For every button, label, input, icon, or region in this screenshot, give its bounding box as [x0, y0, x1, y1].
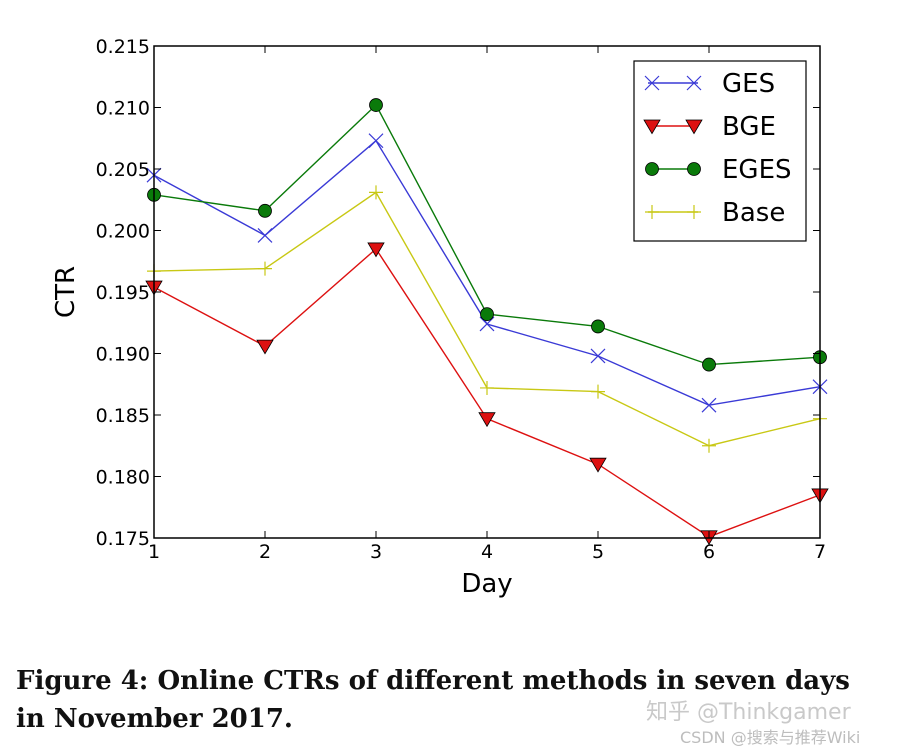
- y-tick-label: 0.180: [96, 467, 150, 489]
- legend-marker-eges-end: [687, 162, 701, 176]
- series-layer: [145, 98, 829, 546]
- data-point-base-day-4: [480, 380, 494, 395]
- y-axis-label: CTR: [51, 266, 81, 318]
- data-point-ges-day-4: [479, 316, 495, 332]
- y-tick-label: 0.215: [96, 36, 150, 58]
- line-chart: 1 2 3 4 5 6 7 0.175 0.180 0.185 0.190 0.195 0.200 0.2…: [51, 36, 829, 599]
- legend-marker-eges: [645, 162, 659, 176]
- y-tick-label: 0.195: [96, 282, 150, 304]
- x-tick-label: 6: [703, 541, 715, 563]
- data-point-eges-day-4: [480, 307, 494, 322]
- legend-item-ges: GES: [644, 69, 775, 99]
- legend: GES BGE EGES Base: [633, 60, 807, 242]
- y-tick-label: 0.175: [96, 528, 150, 550]
- x-tick-label: 1: [148, 541, 160, 563]
- y-tick-label: 0.190: [96, 344, 150, 366]
- x-tick-label: 2: [259, 541, 271, 563]
- legend-marker-base-end: [687, 205, 701, 219]
- data-point-ges-day-5: [590, 348, 606, 364]
- data-point-eges-day-2: [258, 203, 272, 218]
- legend-label-ges: GES: [722, 69, 775, 99]
- y-tick-label: 0.205: [96, 159, 150, 181]
- legend-label-base: Base: [722, 198, 785, 228]
- legend-item-base: Base: [645, 198, 785, 228]
- legend-box: [633, 60, 807, 242]
- x-tick-label: 4: [481, 541, 493, 563]
- data-point-eges-day-3: [369, 98, 383, 112]
- ticks-layer: 1 2 3 4 5 6 7 0.175 0.180 0.185 0.190 0.195 0.200 0.2…: [96, 36, 826, 563]
- legend-item-bge: BGE: [643, 112, 776, 142]
- legend-marker-bge-end: [685, 119, 703, 135]
- y-tick-label: 0.210: [96, 98, 150, 120]
- data-point-eges-day-5: [591, 319, 605, 334]
- y-tick-label: 0.200: [96, 221, 150, 243]
- data-point-ges-day-6: [701, 397, 717, 413]
- legend-item-eges: EGES: [645, 155, 792, 185]
- data-point-base-day-2: [258, 261, 272, 276]
- data-point-bge-day-2: [256, 339, 274, 355]
- x-tick-label: 3: [370, 541, 382, 563]
- y-tick-label: 0.185: [96, 405, 150, 427]
- data-point-base-day-5: [591, 384, 605, 399]
- legend-marker-bge: [643, 119, 661, 135]
- data-point-eges-day-6: [702, 357, 716, 372]
- legend-marker-ges-end: [686, 75, 702, 91]
- legend-marker-base: [645, 205, 659, 219]
- legend-label-eges: EGES: [722, 155, 792, 185]
- legend-label-bge: BGE: [722, 112, 776, 142]
- data-point-base-day-3: [369, 185, 383, 200]
- series-base: [147, 185, 827, 453]
- data-point-base-day-6: [702, 438, 716, 453]
- watermark-csdn: CSDN @搜索与推荐Wiki: [680, 728, 861, 747]
- data-point-bge-day-3: [367, 242, 385, 258]
- watermark-zhihu: 知乎 @Thinkgamer: [646, 700, 851, 725]
- data-point-ges-day-3: [368, 133, 384, 149]
- figure-caption: Figure 4: Online CTRs of different metho…: [16, 666, 850, 734]
- x-axis-label: Day: [461, 569, 512, 599]
- data-point-bge-day-4: [478, 412, 496, 428]
- legend-marker-ges: [644, 75, 660, 91]
- x-tick-label: 7: [814, 541, 826, 563]
- data-point-bge-day-5: [589, 457, 607, 473]
- x-tick-label: 5: [592, 541, 604, 563]
- data-point-ges-day-2: [257, 227, 273, 243]
